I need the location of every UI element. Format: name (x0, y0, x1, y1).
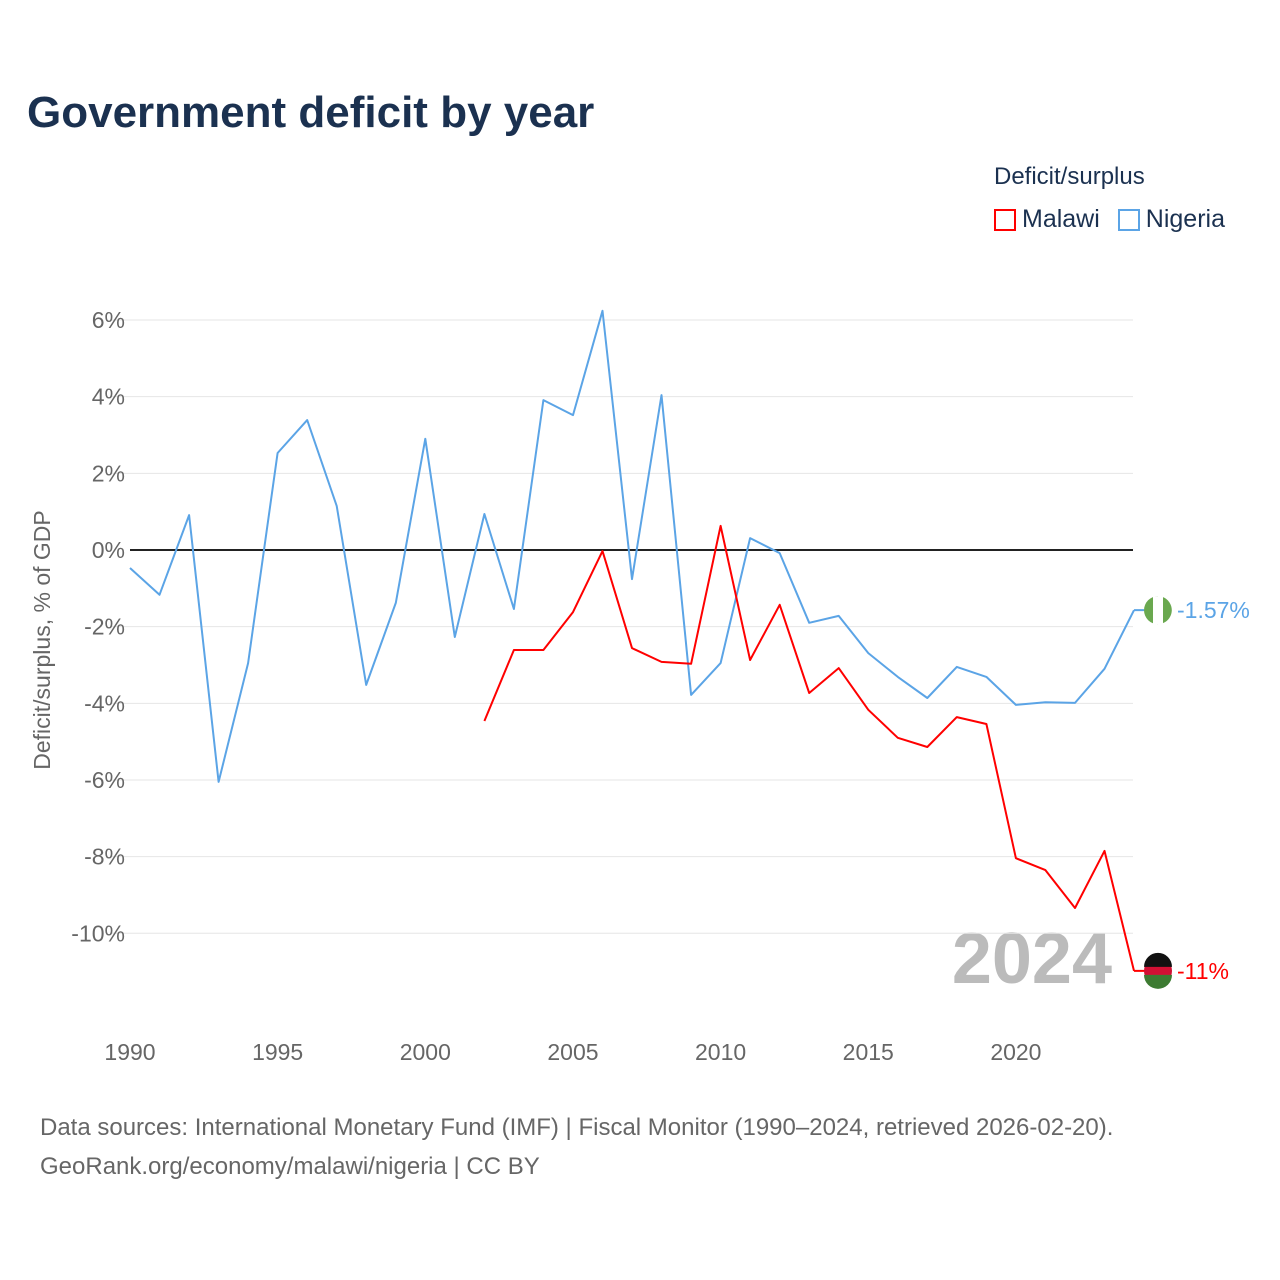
legend-swatch-malawi (994, 208, 1016, 231)
flag-part (1144, 952, 1172, 967)
legend-swatch-nigeria (1117, 208, 1140, 231)
legend-label: Malawi (1022, 205, 1100, 233)
legend-title: Deficit/surplus (994, 163, 1145, 190)
chart-title: Government deficit by year (27, 88, 595, 137)
x-tick-label: 1990 (104, 1039, 155, 1065)
y-tick-label: 6% (92, 307, 125, 333)
y-tick-label: -4% (84, 690, 125, 716)
legend-item-malawi[interactable]: Malawi (994, 205, 1100, 234)
x-tick-label: 2020 (990, 1039, 1041, 1065)
x-tick-label: 2000 (400, 1039, 451, 1065)
x-tick-label: 2010 (695, 1039, 746, 1065)
y-tick-label: -2% (84, 614, 125, 640)
source-line-1: Data sources: International Monetary Fun… (40, 1114, 1114, 1141)
x-tick-label: 2005 (547, 1039, 598, 1065)
y-axis-label: Deficit/surplus, % of GDP (29, 510, 55, 769)
y-tick-label: 0% (92, 537, 125, 563)
series-line-malawi (483, 524, 1135, 972)
y-tick-label: -6% (84, 767, 125, 793)
legend-item-nigeria[interactable]: Nigeria (1117, 205, 1225, 234)
y-tick-label: -10% (71, 920, 125, 946)
end-value-label-nigeria: -1.57% (1177, 597, 1250, 623)
flag-part (1144, 974, 1172, 989)
end-value-label-malawi: -11% (1177, 958, 1229, 984)
series-line-nigeria (129, 309, 1135, 783)
x-tick-label: 2015 (843, 1039, 894, 1065)
legend-label: Nigeria (1145, 205, 1225, 233)
x-tick-label: 1995 (252, 1039, 303, 1065)
flag-part (1153, 596, 1163, 625)
y-tick-label: 2% (92, 460, 125, 486)
flag-part (1163, 597, 1172, 624)
y-tick-label: 4% (92, 384, 125, 410)
y-tick-label: -8% (84, 844, 125, 870)
source-note: Data sources: International Monetary Fun… (40, 1108, 1113, 1186)
year-watermark: 2024 (952, 919, 1112, 999)
legend: Malawi Nigeria (994, 205, 1225, 234)
source-line-2[interactable]: GeoRank.org/economy/malawi/nigeria | CC … (40, 1153, 540, 1180)
